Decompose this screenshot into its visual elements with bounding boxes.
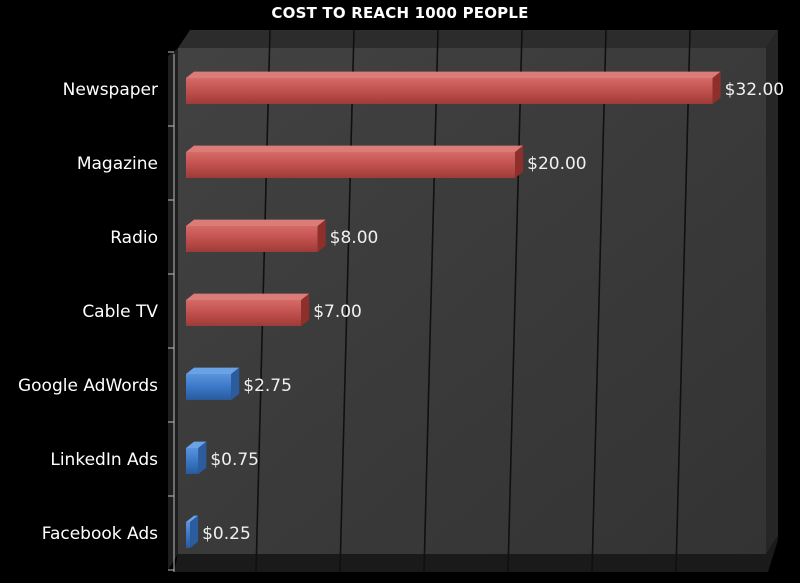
bar-end [515, 145, 524, 178]
bar-4 [186, 367, 240, 400]
data-label: $2.75 [243, 376, 292, 396]
data-label: $7.00 [313, 302, 362, 322]
plot-top-edge [178, 30, 778, 48]
category-label: Cable TV [82, 302, 158, 322]
data-label: $32.00 [725, 80, 784, 100]
bar-top [186, 293, 310, 300]
bar-end [712, 71, 721, 104]
bar-end [231, 367, 240, 400]
axes [168, 51, 175, 572]
bar-top [186, 367, 240, 374]
bar-front [186, 448, 199, 474]
data-label: $20.00 [527, 154, 586, 174]
plot-floor [174, 536, 778, 572]
bar-end [317, 219, 326, 252]
gridline [507, 29, 523, 573]
data-label: $0.75 [210, 450, 259, 470]
category-label: Magazine [77, 154, 158, 174]
chart-title: COST TO REACH 1000 PEOPLE [271, 4, 529, 22]
bar-end [301, 293, 310, 326]
plot-left-wall [168, 48, 178, 570]
category-label: Radio [110, 228, 158, 248]
data-label: $0.25 [202, 524, 251, 544]
bar-front [186, 152, 516, 178]
plot-right-side [766, 30, 778, 554]
bar-2 [186, 219, 326, 252]
bars [186, 71, 721, 548]
category-label: LinkedIn Ads [50, 450, 158, 470]
bar-3 [186, 293, 310, 326]
bar-6 [186, 515, 199, 548]
bar-0 [186, 71, 721, 104]
gridline [339, 29, 355, 573]
bar-top [186, 71, 721, 78]
bar-front [186, 226, 318, 252]
gridline [675, 29, 691, 573]
bar-5 [186, 441, 207, 474]
gridline [591, 29, 607, 573]
bar-top [186, 515, 199, 522]
bar-end [198, 441, 207, 474]
bar-front [186, 374, 232, 400]
category-label: Newspaper [63, 80, 158, 100]
labels: $32.00 Newspaper $20.00 Magazine $8.00 Radio $… [18, 80, 784, 544]
bar-end [190, 515, 199, 548]
gridline [423, 29, 439, 573]
category-label: Facebook Ads [42, 524, 158, 544]
category-label: Google AdWords [18, 376, 158, 396]
data-label: $8.00 [330, 228, 379, 248]
bar-top [186, 219, 326, 226]
bar-top [186, 145, 524, 152]
bar-front [186, 78, 713, 104]
bar-top [186, 441, 207, 448]
bar-1 [186, 145, 524, 178]
bar-front [186, 300, 302, 326]
bar-front [186, 522, 191, 548]
